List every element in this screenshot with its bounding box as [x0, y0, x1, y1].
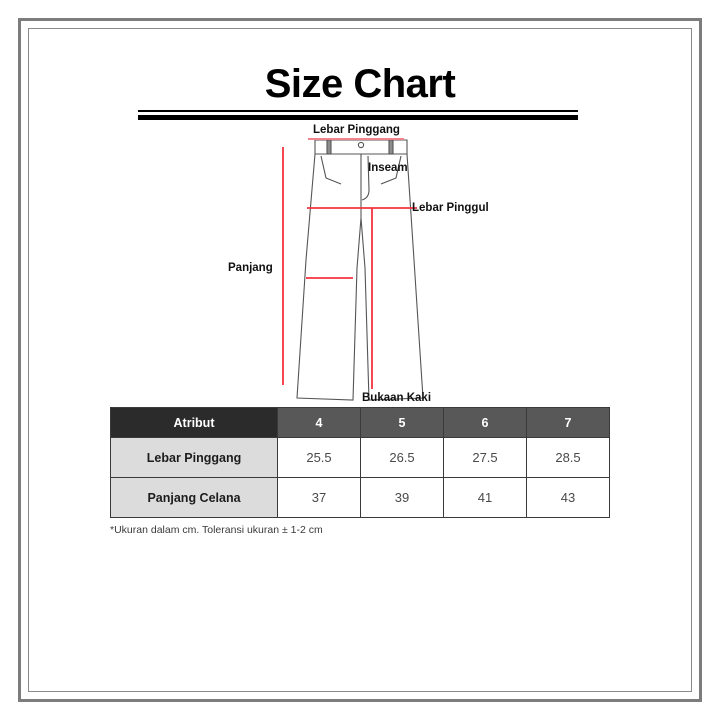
- label-hip: Lebar Pinggul: [412, 202, 489, 214]
- pants-diagram: [110, 118, 610, 408]
- table-row: Lebar Pinggang 25.5 26.5 27.5 28.5: [110, 437, 610, 478]
- pants-hardware: [326, 139, 394, 155]
- pants-outline: [296, 139, 424, 401]
- column-header-attribute: Atribut: [110, 407, 278, 438]
- page-title: Size Chart: [264, 62, 456, 106]
- cell-length-size-7: 43: [526, 477, 610, 518]
- decorative-frame-inner: [28, 28, 692, 692]
- row-label-length: Panjang Celana: [110, 477, 278, 518]
- label-waist: Lebar Pinggang: [313, 124, 400, 136]
- cell-waist-size-5: 26.5: [360, 437, 444, 478]
- decorative-frame-outer: [18, 18, 702, 702]
- table-header-row: Atribut 4 5 6 7: [110, 407, 610, 438]
- size-table-body: Lebar Pinggang 25.5 26.5 27.5 28.5 Panja…: [110, 437, 610, 518]
- waist-measure-line: [308, 138, 404, 140]
- measurement-footnote: *Ukuran dalam cm. Toleransi ukuran ± 1-2…: [110, 524, 323, 536]
- column-header-size-4: 4: [277, 407, 361, 438]
- cell-waist-size-6: 27.5: [443, 437, 527, 478]
- title-rule-thin: [138, 110, 578, 112]
- cell-length-size-5: 39: [360, 477, 444, 518]
- label-inseam: Inseam: [368, 162, 408, 174]
- row-label-waist: Lebar Pinggang: [110, 437, 278, 478]
- cell-waist-size-4: 25.5: [277, 437, 361, 478]
- label-leg-opening: Bukaan Kaki: [362, 392, 432, 404]
- column-header-size-5: 5: [360, 407, 444, 438]
- column-header-size-7: 7: [526, 407, 610, 438]
- column-header-size-6: 6: [443, 407, 527, 438]
- cell-waist-size-7: 28.5: [526, 437, 610, 478]
- table-row: Panjang Celana 37 39 41 43: [110, 477, 610, 518]
- title-rule-thick: [138, 115, 578, 120]
- cell-length-size-6: 41: [443, 477, 527, 518]
- size-table-head: Atribut 4 5 6 7: [110, 407, 610, 438]
- label-length: Panjang: [228, 262, 273, 274]
- measurement-lines: [282, 147, 417, 389]
- size-table-wrapper: Atribut 4 5 6 7 Lebar Pinggang 25.5 26.5…: [110, 407, 610, 518]
- size-table: Atribut 4 5 6 7 Lebar Pinggang 25.5 26.5…: [110, 407, 610, 518]
- cell-length-size-4: 37: [277, 477, 361, 518]
